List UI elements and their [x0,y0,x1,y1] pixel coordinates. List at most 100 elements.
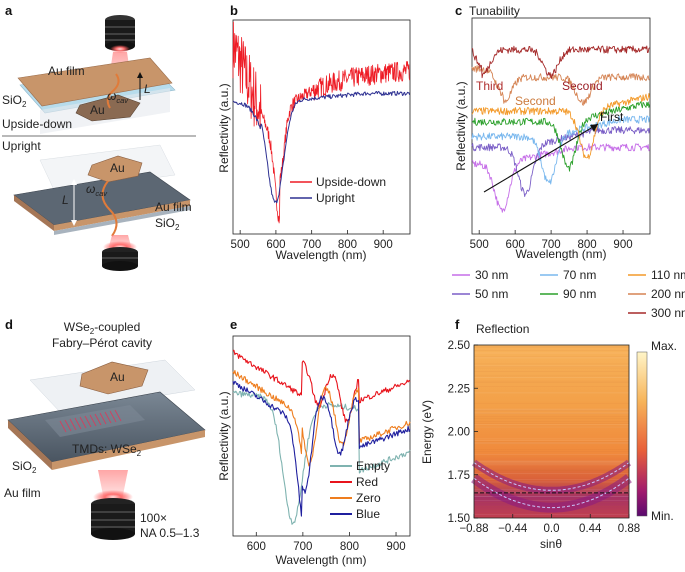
legend-label-c: 30 nm [475,268,508,282]
series-c-2 [471,115,651,185]
legend-upside-down: Upside-down [316,175,386,189]
panel-b-legend: Upside-down Upright [290,175,386,205]
panel-e: e 600 700 800 900 Wavelength (nm) Reflectiv… [217,317,411,567]
au-film-label-d: Au film [4,486,41,500]
objective-lens-icon-d [91,490,135,540]
panel-b-ylabel: Reflectivity (a.u.) [217,83,231,172]
x-tick-label: 700 [542,239,561,251]
x-tick-label: 800 [340,541,359,553]
y-tick-label: 2.25 [448,383,470,395]
panel-c-title: Tunability [469,4,520,18]
orientation-normal: Upright [2,139,41,153]
panel-a-letter: a [5,3,13,18]
series-c-3 [471,101,651,172]
x-tick-label: 500 [231,239,250,251]
x-tick-label: 800 [338,239,357,251]
objective-lens-icon [105,15,135,53]
colorbar-max-label: Max. [651,339,677,353]
x-tick-label: 600 [247,541,266,553]
panel-e-plot [232,349,411,525]
panel-c: c Tunability 500 600 700 800 900 Wavelength … [452,3,685,320]
x-tick-label: −0.44 [498,523,528,535]
x-tick-label: 500 [470,239,489,251]
panel-d-title-line1: WSe2-coupled [64,320,141,336]
sio2-label-bottom: SiO2 [155,216,180,232]
x-tick-label: 0.0 [544,523,560,535]
panel-b-xticks: 500 600 700 800 900 [231,230,393,251]
au-disc-inverted [75,94,141,122]
panel-f-ylabel: Energy (eV) [420,400,434,464]
y-tick-label: 1.50 [448,513,470,525]
gap-label-bottom: L [62,193,69,207]
omega-cav-bottom: ωcav [86,182,108,198]
panel-b-letter: b [230,3,238,18]
au-disc-label-top: Au [90,103,105,117]
au-film-label-top: Au film [48,64,85,78]
sio2-label-d: SiO2 [12,459,37,475]
x-tick-label: 900 [374,239,393,251]
legend-label-c: 200 nm [651,287,685,301]
y-tick-label: 1.75 [448,470,470,482]
panel-c-legend: 30 nm 50 nm 70 nm 90 nm 110 nm 200 nm 300 nm [452,268,685,320]
objective-lens-icon-bottom [102,241,138,271]
series-e-0 [232,390,411,525]
au-disc-label-bottom: Au [110,161,125,175]
series-c-5 [471,65,650,106]
x-tick-label: 700 [293,541,312,553]
x-tick-label: 800 [577,239,596,251]
au-film-layer [17,57,173,107]
series-e-1 [232,349,411,423]
legend-label-c: 70 nm [563,268,596,282]
panel-b-plot [232,21,411,224]
legend-label-c: 50 nm [475,287,508,301]
panel-e-letter: e [230,317,237,332]
colorbar [636,351,648,517]
legend-label-c: 110 nm [651,268,685,282]
panel-f-letter: f [455,317,460,332]
objective-magnification: 100× [140,511,167,525]
gap-label-top: L [144,82,151,96]
annotation-third: Third [476,79,503,93]
annotation-second-a: Second [515,94,556,108]
series-c-4 [471,93,651,160]
x-tick-label: −0.88 [459,523,488,535]
annotation-second-b: Second [562,79,603,93]
x-tick-label: 0.88 [618,523,640,535]
x-tick-label: 0.44 [579,523,602,535]
tmd-lattice [59,409,122,433]
annotation-first: First [600,110,624,124]
au-disc-d [79,361,149,395]
legend-label-c: 300 nm [651,306,685,320]
panel-f-yticks: 1.50 1.75 2.00 2.25 2.50 [448,340,478,525]
legend-label-c: 90 nm [563,287,596,301]
x-tick-label: 900 [613,239,632,251]
series-upright [232,90,411,204]
x-tick-label: 900 [386,541,405,553]
objective-na: NA 0.5–1.3 [140,526,200,540]
panel-e-ylabel: Reflectivity (a.u.) [217,391,231,480]
legend-label-e: Zero [356,491,381,505]
panel-c-plot [471,45,651,213]
x-tick-label: 600 [506,239,525,251]
y-tick-label: 2.50 [448,340,470,352]
panel-c-xticks: 500 600 700 800 900 [470,230,633,251]
tuning-arrowhead [590,124,598,132]
au-disc-label-d: Au [110,370,125,384]
au-disc-normal [87,155,143,183]
panel-b-frame [232,19,411,235]
panel-f-title: Reflection [476,322,529,336]
series-e-2 [232,369,411,467]
sio2-label-top: SiO2 [2,93,27,109]
series-c-6 [471,45,650,79]
panel-d-letter: d [5,317,13,332]
panel-e-xticks: 600 700 800 900 [247,532,406,553]
panel-c-xlabel: Wavelength (nm) [516,247,607,261]
legend-label-e: Red [356,475,378,489]
polariton-branch-1 [473,462,630,491]
orientation-inverted: Upside-down [2,117,72,131]
panel-e-xlabel: Wavelength (nm) [276,553,367,567]
x-tick-label: 600 [266,239,285,251]
legend-upright: Upright [316,191,355,205]
panel-b-xlabel: Wavelength (nm) [276,248,367,262]
